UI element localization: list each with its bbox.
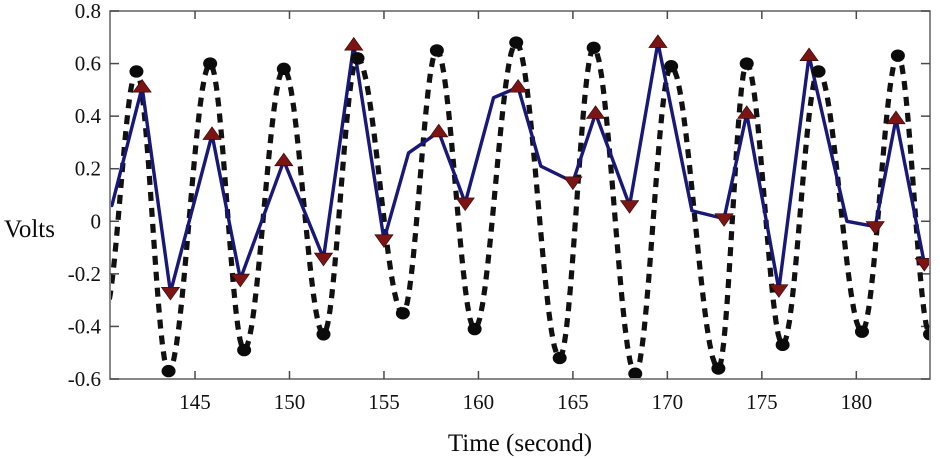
plot-axes-box	[109, 10, 931, 380]
extrema-marker-7	[395, 307, 410, 320]
y-tick-label-0: 0	[91, 209, 102, 233]
extrema-marker-1	[161, 364, 176, 378]
sample-marker-up-3	[202, 126, 222, 140]
sample-marker-down-2	[160, 286, 181, 301]
sample-marker-up-13	[508, 78, 528, 93]
extrema-marker-20	[890, 49, 905, 62]
sample-marker-down-15	[563, 176, 583, 191]
y-tick-label-0.8: 0.8	[75, 0, 101, 23]
extrema-marker-11	[552, 351, 567, 365]
sample-marker-down-6	[313, 252, 334, 267]
sample-marker-down-8	[374, 234, 394, 248]
extrema-marker-12	[586, 41, 601, 54]
sample-marker-up-5	[274, 152, 294, 167]
y-axis-title: Volts	[4, 216, 55, 243]
extrema-marker-15	[711, 362, 726, 375]
extrema-marker-3	[237, 343, 252, 357]
extrema-marker-19	[854, 325, 869, 338]
x-tick-label-165: 165	[557, 390, 589, 414]
extrema-marker-5	[316, 328, 331, 341]
sample-marker-up-10	[429, 123, 449, 138]
sample-marker-down-22	[769, 284, 789, 298]
extrema-marker-0	[129, 65, 144, 78]
x-tick-label-150: 150	[274, 390, 306, 414]
y-tick-label-0.4: 0.4	[75, 104, 102, 128]
y-tick-label-0.2: 0.2	[75, 157, 101, 181]
y-tick-label--0.2: -0.2	[68, 262, 101, 286]
x-tick-label-160: 160	[463, 390, 495, 414]
x-tick-label-180: 180	[841, 390, 873, 414]
y-tick-label--0.4: -0.4	[68, 314, 102, 338]
sample-marker-up-16	[585, 105, 606, 119]
sample-marker-up-21	[737, 105, 757, 119]
extrema-marker-6	[350, 52, 365, 65]
extrema-marker-2	[203, 57, 218, 70]
sample-marker-up-18	[648, 34, 668, 48]
original-signal-dashed-line	[111, 38, 929, 378]
extrema-marker-18	[811, 65, 826, 78]
series-layer	[111, 34, 929, 378]
extrema-marker-8	[429, 44, 444, 57]
sample-marker-up-1	[132, 78, 152, 93]
extrema-marker-10	[509, 36, 524, 49]
x-tick-label-170: 170	[652, 390, 684, 414]
y-tick-label-0.6: 0.6	[75, 52, 101, 76]
extrema-marker-13	[628, 367, 643, 378]
extrema-marker-9	[467, 322, 482, 336]
sample-marker-up-26	[886, 110, 906, 125]
x-axis-title: Time (second)	[448, 430, 592, 457]
sample-marker-up-23	[799, 47, 819, 61]
sample-marker-down-20	[714, 213, 734, 227]
sample-marker-down-17	[619, 200, 640, 214]
sample-marker-down-11	[455, 197, 475, 212]
sampled-signal-blue-line	[111, 40, 927, 294]
x-tick-label-155: 155	[368, 390, 400, 414]
sample-marker-up-7	[344, 36, 364, 51]
sample-marker-down-25	[865, 221, 885, 235]
extrema-marker-16	[739, 57, 754, 70]
extrema-marker-4	[276, 62, 291, 76]
extrema-marker-17	[775, 338, 790, 352]
extrema-marker-21	[923, 328, 929, 341]
x-tick-label-175: 175	[746, 390, 778, 414]
x-tick-label-145: 145	[179, 390, 211, 414]
extrema-marker-14	[664, 59, 679, 73]
sample-marker-down-4	[230, 273, 251, 288]
y-tick-label--0.6: -0.6	[68, 367, 101, 391]
sample-marker-down-27	[914, 258, 929, 272]
